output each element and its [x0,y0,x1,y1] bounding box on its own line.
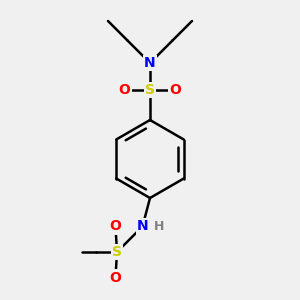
Text: O: O [118,83,130,97]
Text: N: N [144,56,156,70]
Text: S: S [112,245,122,259]
Text: O: O [110,271,122,284]
Text: S: S [145,83,155,97]
Text: O: O [169,83,181,97]
Text: N: N [137,220,148,233]
Text: H: H [154,220,164,233]
Text: O: O [110,220,122,233]
